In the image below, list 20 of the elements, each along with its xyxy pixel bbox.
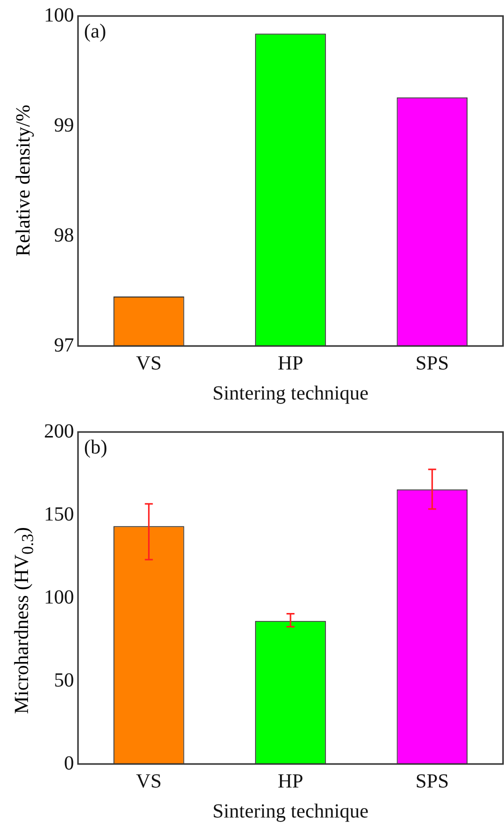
y-tick-label: 100 xyxy=(44,586,74,608)
x-tick-label: HP xyxy=(278,770,304,792)
y-tick-label: 99 xyxy=(54,114,74,136)
x-tick-label: SPS xyxy=(415,352,449,374)
x-tick-label: HP xyxy=(278,352,304,374)
y-tick-label: 97 xyxy=(54,334,74,356)
x-tick-label: SPS xyxy=(415,770,449,792)
y-axis-title: Relative density/% xyxy=(12,104,36,256)
y-tick-label: 100 xyxy=(44,4,74,26)
y-tick-label: 150 xyxy=(44,503,74,526)
annotation: (a) xyxy=(84,20,106,42)
x-axis-title: Sintering technique xyxy=(212,382,369,404)
x-tick-label: VS xyxy=(136,352,162,374)
y-tick-label: 50 xyxy=(54,669,74,692)
x-axis-title: Sintering technique xyxy=(212,800,369,822)
y-tick-label: 200 xyxy=(44,420,74,442)
y-tick-label: 98 xyxy=(54,224,74,246)
x-tick-label: VS xyxy=(136,770,162,792)
y-tick-label: 0 xyxy=(64,752,74,774)
annotation: (b) xyxy=(84,436,108,458)
